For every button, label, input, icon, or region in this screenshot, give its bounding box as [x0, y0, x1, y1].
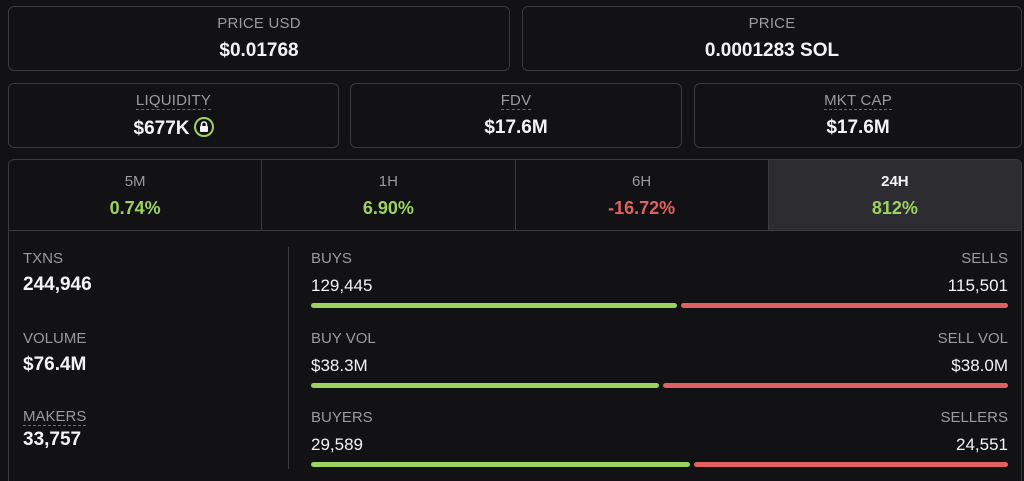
price-usd-label: PRICE USD: [217, 15, 301, 32]
tab-6h-change: -16.72%: [608, 198, 676, 218]
buys-label: BUYS: [311, 250, 352, 267]
tab-6h[interactable]: 6H -16.72%: [516, 160, 769, 230]
sellers-bar: [694, 462, 1008, 467]
tab-24h-change: 812%: [871, 198, 918, 218]
tab-5m[interactable]: 5M 0.74%: [9, 160, 263, 230]
liquidity-card: LIQUIDITY $677K: [8, 83, 339, 148]
tab-6h-label: 6H: [632, 173, 652, 190]
buy-vol-value: $38.3M: [311, 356, 368, 375]
volume-value: $76.4M: [23, 354, 87, 375]
sells-value: 115,501: [947, 276, 1008, 295]
price-usd-card: PRICE USD $0.01768: [8, 6, 510, 71]
makers-metric: MAKERS 33,757: [23, 408, 87, 451]
makers-value: 33,757: [23, 429, 82, 450]
txns-metric: TXNS 244,946: [23, 250, 92, 296]
buy-vol-bar: [311, 383, 659, 388]
mkt-cap-value: $17.6M: [826, 117, 890, 138]
buys-bar: [311, 303, 677, 308]
buyers-label: BUYERS: [311, 409, 373, 426]
volume-split-row: BUY VOL SELL VOL $38.3M $38.0M: [311, 310, 1008, 388]
txns-label: TXNS: [23, 250, 64, 267]
sell-vol-value: $38.0M: [951, 356, 1008, 375]
tab-5m-change: 0.74%: [109, 198, 161, 218]
liquidity-value: $677K: [133, 118, 190, 139]
timeframe-tabs: 5M 0.74% 1H 6.90% 6H -16.72% 24H 812%: [9, 160, 1021, 231]
volume-metric: VOLUME $76.4M: [23, 330, 86, 376]
price-sol-card: PRICE 0.0001283 SOL: [522, 6, 1022, 71]
volume-split-bar: [311, 383, 1008, 388]
volume-label: VOLUME: [23, 330, 87, 347]
txns-value: 244,946: [23, 274, 92, 295]
makers-label[interactable]: MAKERS: [23, 408, 87, 426]
buys-sells-bar: [311, 303, 1008, 308]
price-usd-value: $0.01768: [219, 40, 299, 61]
buys-sells-row: BUYS SELLS 129,445 115,501: [311, 230, 1008, 308]
buyers-bar: [311, 462, 690, 467]
fdv-label[interactable]: FDV: [500, 92, 532, 110]
price-sol-value: 0.0001283 SOL: [704, 40, 840, 61]
buyers-value: 29,589: [311, 435, 363, 454]
buys-value: 129,445: [311, 276, 373, 295]
buyers-sellers-bar: [311, 462, 1008, 467]
price-sol-label: PRICE: [748, 15, 796, 32]
sellers-value: 24,551: [956, 435, 1008, 454]
mkt-cap-label[interactable]: MKT CAP: [824, 92, 892, 110]
column-divider: [288, 247, 289, 469]
liquidity-label[interactable]: LIQUIDITY: [135, 92, 212, 110]
sell-vol-bar: [663, 383, 1008, 388]
sell-vol-label: SELL VOL: [937, 330, 1008, 347]
tab-5m-label: 5M: [124, 173, 146, 190]
trading-stats: 5M 0.74% 1H 6.90% 6H -16.72% 24H 812% TX…: [8, 159, 1022, 481]
tab-24h[interactable]: 24H 812%: [768, 160, 1021, 230]
lock-icon[interactable]: [193, 117, 214, 137]
tab-1h-change: 6.90%: [362, 198, 414, 218]
mkt-cap-card: MKT CAP $17.6M: [694, 83, 1022, 148]
buyers-sellers-row: BUYERS SELLERS 29,589 24,551: [311, 389, 1008, 467]
tab-1h-label: 1H: [378, 173, 398, 190]
fdv-value: $17.6M: [484, 117, 548, 138]
sells-bar: [681, 303, 1008, 308]
buy-vol-label: BUY VOL: [311, 330, 376, 347]
sellers-label: SELLERS: [940, 409, 1008, 426]
tab-24h-label: 24H: [881, 173, 909, 190]
fdv-card: FDV $17.6M: [350, 83, 682, 148]
sells-label: SELLS: [961, 250, 1008, 267]
tab-1h[interactable]: 1H 6.90%: [262, 160, 516, 230]
